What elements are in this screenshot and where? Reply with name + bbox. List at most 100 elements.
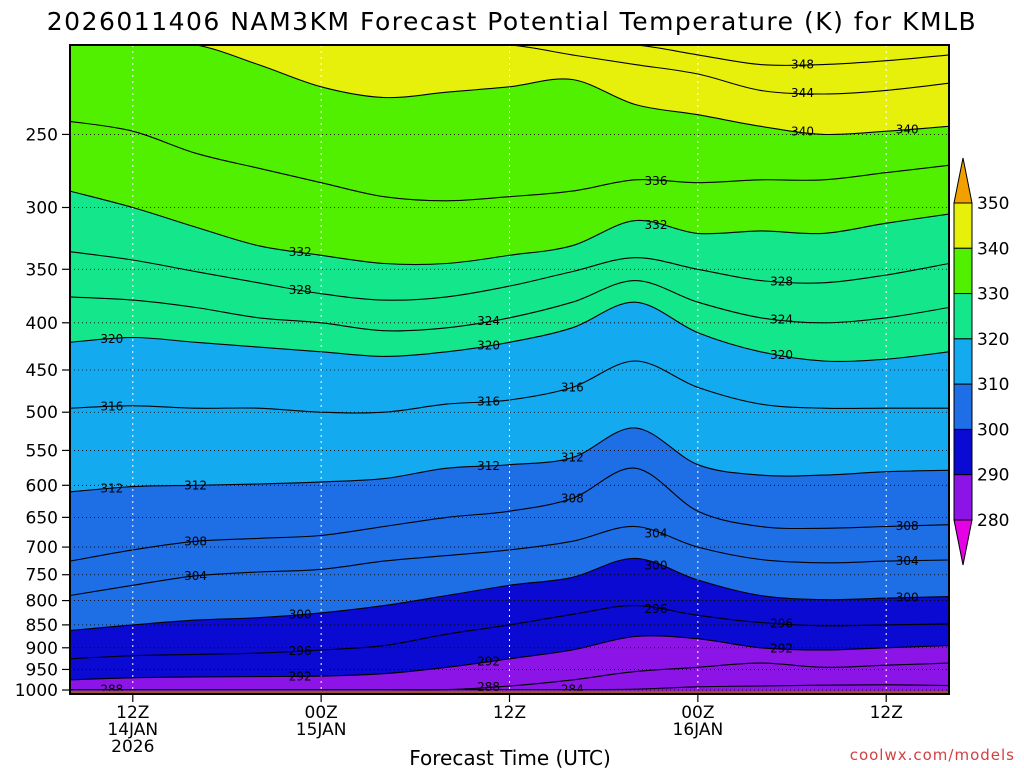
contour-label: 332	[645, 218, 668, 232]
contour-label: 304	[645, 526, 668, 540]
isentrope-316	[70, 360, 949, 414]
isentrope-292	[70, 635, 949, 681]
isentrope-348	[70, 45, 949, 67]
colorbar-extend-high	[953, 157, 973, 204]
contour-label: 340	[896, 123, 919, 137]
contour-label: 288	[100, 683, 123, 697]
y-tick-label: 400	[26, 314, 58, 334]
contour-label: 292	[477, 655, 500, 669]
contour-label: 292	[770, 642, 793, 656]
contour-label: 288	[477, 680, 500, 694]
contour-label: 300	[289, 608, 312, 622]
x-tick-label: 00Z	[681, 703, 714, 723]
colorbar-box	[953, 428, 973, 476]
colorbar-tick-label: 290	[977, 466, 1009, 486]
contour-label: 308	[896, 519, 919, 533]
y-tick-label: 1000	[15, 681, 58, 701]
contour-label: 312	[477, 459, 500, 473]
contour-label: 284	[561, 683, 584, 697]
contour-label: 344	[791, 86, 814, 100]
contour-label: 312	[184, 478, 207, 492]
y-tick-label: 600	[26, 476, 58, 496]
contour-label: 340	[791, 125, 814, 139]
y-tick-label: 300	[26, 198, 58, 218]
x-tick-label: 12Z	[493, 703, 526, 723]
contour-label: 296	[289, 644, 312, 658]
contour-label: 324	[477, 314, 500, 328]
x-tick-label: 14JAN	[107, 720, 158, 740]
y-tick-label: 450	[26, 361, 58, 381]
y-tick-label: 550	[26, 441, 58, 461]
colorbar-tick-label: 330	[977, 285, 1009, 305]
watermark[interactable]: coolwx.com/models	[850, 746, 1015, 764]
colorbar-tick-label: 280	[977, 511, 1009, 531]
isentrope-332	[70, 190, 949, 266]
contour-label: 348	[791, 58, 814, 72]
colorbar-box	[953, 383, 973, 430]
y-tick-label: 350	[26, 260, 58, 280]
colorbar-tick-label: 340	[977, 239, 1009, 259]
colorbar: 350 340 330 320 310 300 290 280	[953, 157, 1009, 566]
plot-area: 348 344 340 340 336 332 332 328 328 324 324 320 320 3…	[70, 45, 949, 697]
contour-label: 336	[645, 174, 668, 188]
contour-label: 328	[289, 283, 312, 297]
chart-title: 2026011406 NAM3KM Forecast Potential Tem…	[47, 7, 977, 36]
contour-label: 316	[477, 394, 500, 408]
contour-label: 312	[100, 481, 123, 495]
contour-label: 312	[561, 451, 584, 465]
contour-label: 308	[184, 534, 207, 548]
x-axis-label: Forecast Time (UTC)	[409, 746, 611, 768]
contour-label: 320	[100, 332, 123, 346]
contour-label: 304	[184, 569, 207, 583]
contour-label: 308	[561, 491, 584, 505]
contour-label: 300	[896, 591, 919, 605]
contour-label: 296	[770, 617, 793, 631]
colorbar-box	[953, 338, 973, 385]
colorbar-tick-label: 350	[977, 194, 1009, 214]
contour-label: 320	[770, 348, 793, 362]
isentrope-340	[70, 45, 949, 136]
y-tick-label: 650	[26, 508, 58, 528]
y-tick-label: 800	[26, 592, 58, 612]
isentrope-336	[70, 120, 949, 202]
y-tick-label: 700	[26, 538, 58, 558]
isentrope-324	[70, 280, 949, 332]
isentrope-288	[70, 662, 949, 691]
y-tick-label: 900	[26, 639, 58, 659]
y-tick-label: 950	[26, 660, 58, 680]
isentrope-308	[70, 467, 949, 562]
contour-label: 300	[645, 559, 668, 573]
y-tick-label: 500	[26, 403, 58, 423]
isentrope-328	[70, 251, 949, 301]
colorbar-extend-low	[953, 519, 973, 566]
contour-label: 332	[289, 245, 312, 259]
colorbar-tick-label: 300	[977, 420, 1009, 440]
contour-label: 328	[770, 274, 793, 288]
contour-label: 324	[770, 312, 793, 326]
contour-label: 316	[561, 380, 584, 394]
y-tick-label: 250	[26, 125, 58, 145]
y-tick-label: 750	[26, 566, 58, 586]
isentrope-300	[70, 557, 949, 632]
colorbar-box	[953, 202, 973, 249]
x-tick-label: 00Z	[305, 703, 338, 723]
contour-label: 304	[896, 554, 919, 568]
y-axis: 250 300 350 400 450 500 550 600 650 700 750 800 850 9…	[15, 125, 70, 701]
colorbar-tick-label: 310	[977, 375, 1009, 395]
x-tick-label: 12Z	[116, 703, 149, 723]
contour-label: 316	[100, 400, 123, 414]
contour-label: 292	[289, 669, 312, 683]
isentrope-304	[70, 525, 949, 597]
x-tick-label: 2026	[111, 737, 154, 757]
contour-labels: 348 344 340 340 336 332 332 328 328 324 324 320 320 3…	[100, 58, 919, 697]
isentrope-320	[70, 301, 949, 362]
y-tick-label: 850	[26, 616, 58, 636]
x-tick-label: 15JAN	[296, 720, 347, 740]
isentrope-312	[70, 427, 949, 493]
contour-label: 296	[645, 602, 668, 616]
ground-surface	[70, 690, 949, 694]
contour-label: 320	[477, 339, 500, 353]
contour-lines	[70, 45, 949, 691]
